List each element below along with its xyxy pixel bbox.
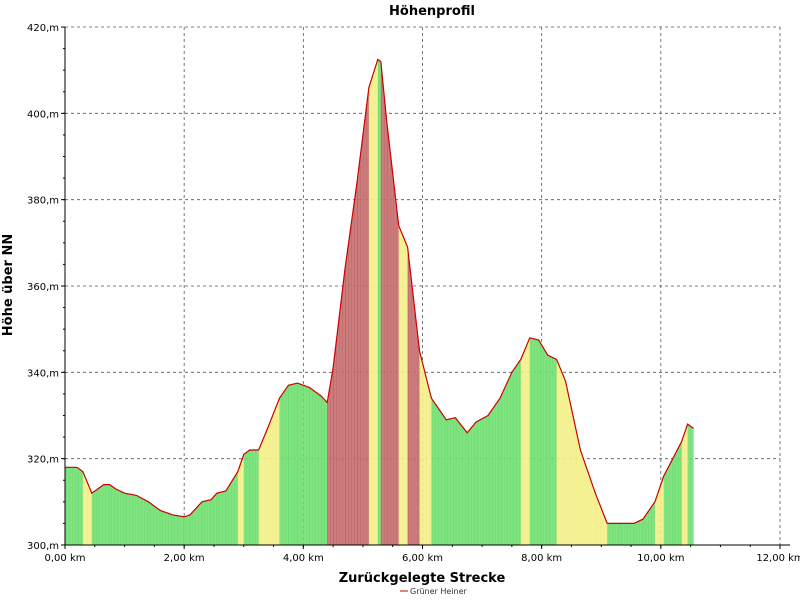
slope-segment [619, 59, 635, 545]
x-tick-label: 12,00 km [756, 553, 800, 564]
y-tick-label: 380,m [27, 196, 59, 207]
grid [65, 26, 781, 545]
y-tick-label: 360,m [27, 282, 59, 293]
slope-segment [380, 59, 388, 545]
y-tick-label: 320,m [27, 455, 59, 466]
chart-title: Höhenprofil [389, 4, 475, 19]
y-tick-label: 400,m [27, 109, 59, 120]
x-tick-label: 4,00 km [283, 553, 324, 564]
y-axis-title: Höhe über NN [1, 234, 16, 336]
slope-segment [377, 59, 382, 545]
y-tick-label: 340,m [27, 368, 59, 379]
slope-segment [368, 59, 379, 545]
y-tick-label: 420,m [27, 23, 59, 34]
slope-segment [398, 59, 409, 545]
x-tick-label: 10,00 km [637, 553, 684, 564]
slope-segment [356, 59, 370, 545]
slope-segment [565, 59, 581, 545]
legend-label: Grüner Heiner [410, 587, 468, 596]
legend: Grüner Heiner [400, 587, 468, 596]
x-axis-ticks: 0,00 km 2,00 km 4,00 km 6,00 km 8,00 km 10,00… [45, 545, 800, 564]
x-tick-label: 8,00 km [521, 553, 562, 564]
y-axis-ticks: 300,m 320,m 340,m 360,m 380,m 400,m 420,m [27, 23, 65, 552]
x-tick-label: 2,00 km [164, 553, 205, 564]
y-tick-label: 300,m [27, 541, 59, 552]
series-line-gruener-heiner [65, 58, 694, 524]
x-tick-label: 6,00 km [402, 553, 443, 564]
x-axis-title: Zurückgelegte Strecke [339, 571, 506, 586]
x-tick-label: 0,00 km [45, 553, 86, 564]
